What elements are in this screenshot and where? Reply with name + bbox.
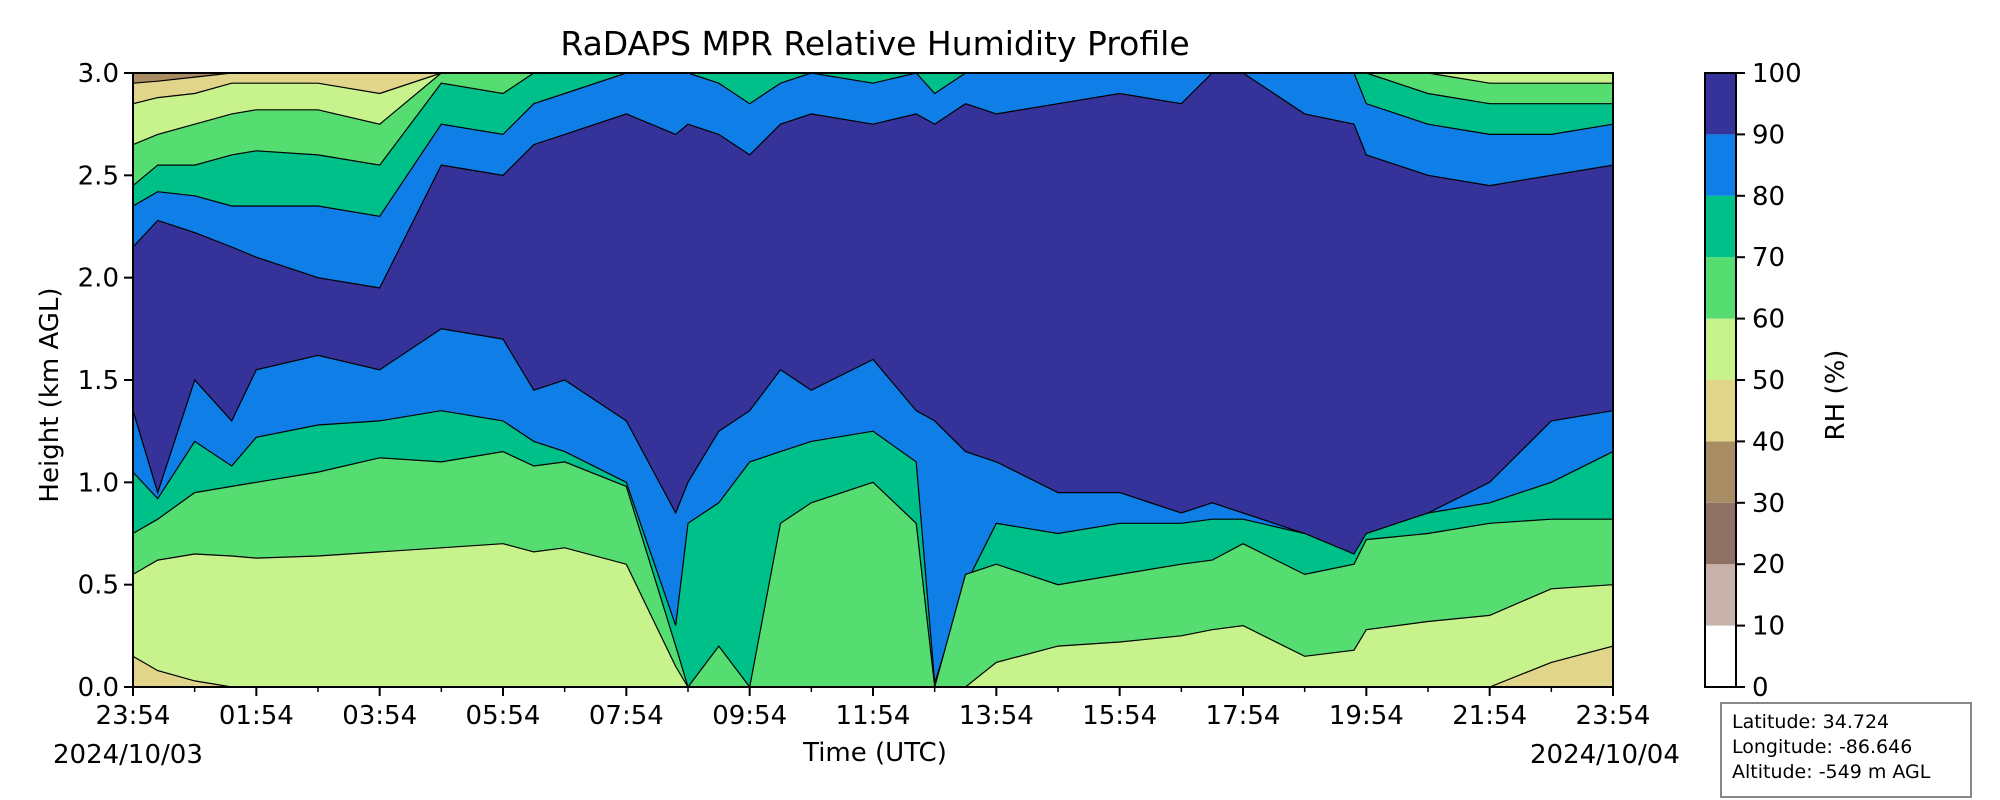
y-tick-label: 0.0	[78, 673, 119, 703]
colorbar-tick-label: 20	[1752, 550, 1785, 580]
x-axis-label: Time (UTC)	[803, 738, 947, 768]
plot-area	[133, 73, 1613, 687]
x-tick-label: 23:54	[1576, 701, 1651, 731]
x-tick-label: 01:54	[219, 701, 294, 731]
colorbar-segment	[1705, 73, 1736, 135]
colorbar-tick-label: 80	[1752, 182, 1785, 212]
altitude-text: Altitude: -549 m AGL	[1732, 761, 1931, 783]
upper-band-above-rh-80-top	[133, 73, 1613, 217]
colorbar-tick-label: 70	[1752, 243, 1785, 273]
colorbar-tick-label: 90	[1752, 120, 1785, 150]
y-tick-label: 3.0	[78, 59, 119, 89]
x-tick-label: 23:54	[96, 701, 171, 731]
y-axis-label: Height (km AGL)	[35, 287, 65, 503]
y-axis-ticks: 0.0 0.5 1.0 1.5 2.0 2.5 3.0	[78, 59, 133, 703]
upper-band-above-rh-50-top	[133, 73, 1613, 105]
x-tick-label: 11:54	[836, 701, 911, 731]
x-tick-label: 15:54	[1082, 701, 1157, 731]
colorbar-segment	[1705, 502, 1736, 565]
x-tick-label: 03:54	[342, 701, 417, 731]
colorbar-segment	[1705, 625, 1736, 687]
lower-band-below-rh-70	[133, 543, 1613, 687]
chart-title: RaDAPS MPR Relative Humidity Profile	[560, 24, 1190, 63]
colorbar-tick-label: 40	[1752, 427, 1785, 457]
y-tick-label: 1.0	[78, 468, 119, 498]
x-tick-label: 09:54	[712, 701, 787, 731]
colorbar-label: RH (%)	[1821, 349, 1851, 441]
colorbar-tick-label: 30	[1752, 489, 1785, 519]
colorbar-segment	[1705, 318, 1736, 380]
colorbar-segment	[1705, 134, 1736, 196]
colorbar: 0 10 20 30 40 50 60 70 80 90 100	[1704, 59, 1802, 703]
y-tick-label: 2.5	[78, 161, 119, 191]
y-tick-label: 1.5	[78, 366, 119, 396]
colorbar-tick-label: 0	[1752, 673, 1769, 703]
colorbar-segment	[1705, 195, 1736, 258]
colorbar-tick-label: 100	[1752, 59, 1802, 89]
x-tick-label: 07:54	[589, 701, 664, 731]
end-date-label: 2024/10/04	[1530, 740, 1680, 770]
x-tick-label: 17:54	[1206, 701, 1281, 731]
x-tick-label: 13:54	[959, 701, 1034, 731]
colorbar-tick-label: 10	[1752, 612, 1785, 642]
y-tick-label: 0.5	[78, 571, 119, 601]
colorbar-tick-label: 50	[1752, 366, 1785, 396]
colorbar-segment	[1705, 257, 1736, 319]
colorbar-tick-label: 60	[1752, 305, 1785, 335]
x-tick-label: 05:54	[466, 701, 541, 731]
start-date-label: 2024/10/03	[53, 740, 203, 770]
x-tick-label: 21:54	[1452, 701, 1527, 731]
latitude-text: Latitude: 34.724	[1732, 711, 1890, 733]
colorbar-segment	[1705, 564, 1736, 626]
x-axis-ticks: 23:54 01:54 03:54 05:54 07:54 09:54 11:54 13:54…	[96, 687, 1651, 731]
y-tick-label: 2.0	[78, 264, 119, 294]
longitude-text: Longitude: -86.646	[1732, 736, 1913, 758]
station-info-box: Latitude: 34.724 Longitude: -86.646 Alti…	[1720, 702, 1972, 798]
colorbar-segment	[1705, 380, 1736, 442]
x-tick-label: 19:54	[1329, 701, 1404, 731]
colorbar-segment	[1705, 441, 1736, 503]
